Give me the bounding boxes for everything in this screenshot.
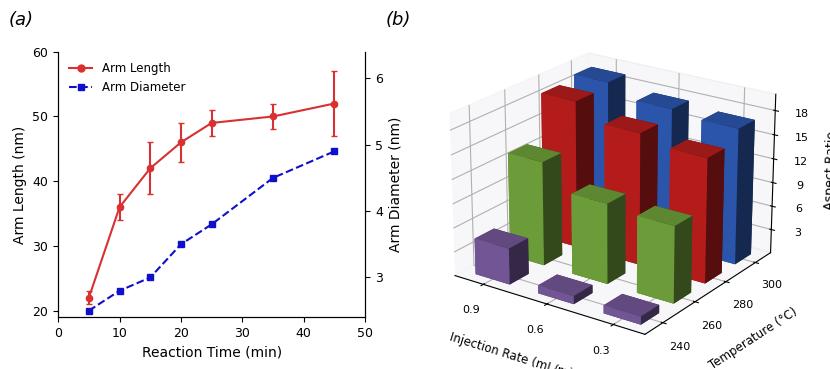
Arm Diameter — [176, 242, 186, 246]
Y-axis label: Temperature (°C): Temperature (°C) — [706, 305, 799, 369]
Y-axis label: Arm Diameter (nm): Arm Diameter (nm) — [388, 117, 403, 252]
Legend: Arm Length, Arm Diameter: Arm Length, Arm Diameter — [64, 58, 190, 99]
Arm Diameter — [207, 222, 217, 227]
Text: (b): (b) — [386, 11, 412, 29]
Text: (a): (a) — [8, 11, 33, 29]
Arm Diameter — [268, 176, 278, 180]
Arm Diameter — [115, 289, 124, 293]
Y-axis label: Arm Length (nm): Arm Length (nm) — [12, 125, 27, 244]
Arm Diameter — [145, 275, 155, 280]
Arm Diameter — [330, 149, 339, 154]
Line: Arm Diameter: Arm Diameter — [85, 148, 338, 314]
Arm Diameter — [84, 308, 94, 313]
X-axis label: Injection Rate (mL/min): Injection Rate (mL/min) — [448, 331, 584, 369]
X-axis label: Reaction Time (min): Reaction Time (min) — [142, 346, 281, 360]
